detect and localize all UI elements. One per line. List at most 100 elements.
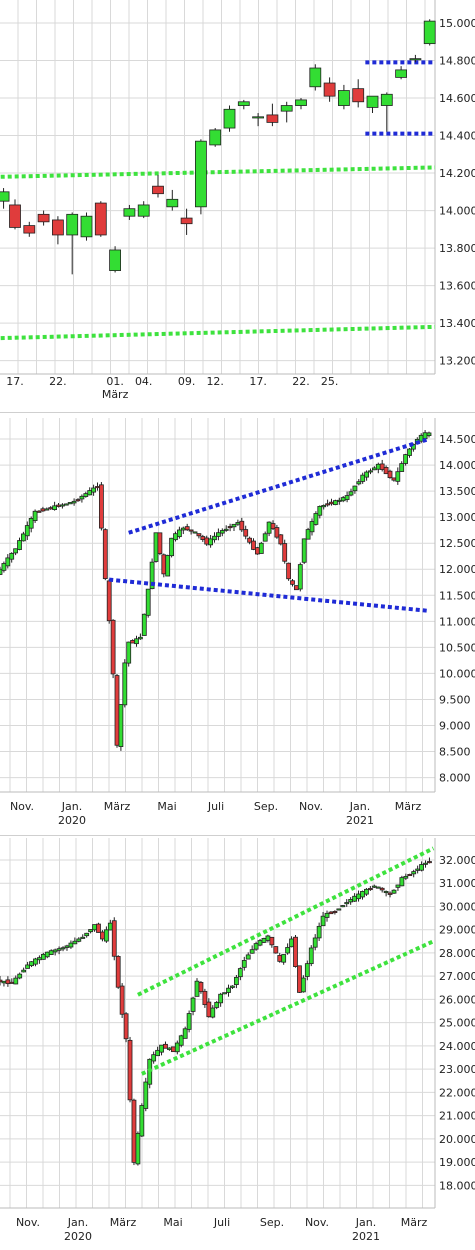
candle-body [250,950,254,954]
candle-body [341,906,345,907]
candle-body [116,956,120,987]
candle-body [72,501,76,503]
y-tick-label: 32.000 [439,854,475,867]
x-tick-label: Nov. [299,800,323,813]
candle-body [361,475,365,481]
y-tick-label: 15.000 [439,17,475,30]
x-tick-label: 01. [106,375,124,388]
candle-body [408,874,412,875]
candlestick-chart-3: 32.00031.00030.00029.00028.00027.00026.0… [0,838,475,1250]
candle-body [246,955,250,959]
candle-body [236,522,240,524]
candle-body [170,538,174,555]
candle-body [103,530,107,579]
y-tick-label: 9.500 [439,693,471,706]
x-tick-label: Jan. [355,1216,376,1229]
candle-body [193,532,197,533]
candle-body [136,1133,140,1164]
candle-body [18,974,22,978]
chart-panel-medium-term: 14.500 14.000 13.500 13.000 12.500 12.000 11.5… [0,418,475,833]
x-year-label: 2021 [346,814,374,827]
x-year-label: 2020 [58,814,86,827]
candle-body [353,896,357,901]
candle-body [128,1040,132,1099]
x-month-label: März [102,388,129,401]
candle-body [29,518,33,528]
candle-body [174,534,178,540]
candle-body [119,705,123,747]
y-tick-label: 11.500 [439,589,475,602]
y-tick-label: 25.000 [439,1017,475,1030]
candle-body [53,950,57,952]
candle-body [400,878,404,886]
candle-body [38,214,49,222]
candle-body [254,944,258,950]
candle-body [69,943,73,947]
candle-body [396,885,400,887]
candle-body [384,467,388,473]
candle-body [330,502,334,504]
candle-body [131,640,135,643]
candle-body [238,102,249,106]
y-tick-label: 10.000 [439,667,475,680]
candle-body [357,482,361,484]
candle-body [2,981,6,983]
candle-body [253,117,264,118]
y-tick-label: 8.000 [439,772,471,785]
candle-body [324,83,335,96]
candle-body [33,959,37,964]
candle-body [175,1043,179,1052]
candle-body [0,192,9,201]
candle-body [153,186,164,194]
candle-body [67,214,78,235]
candle-body [181,528,185,530]
candle-body [305,964,309,977]
x-tick-label: 12. [206,375,224,388]
candle-body [108,923,112,930]
candle-body [73,941,77,944]
candle-body [18,541,22,550]
candle-body [135,639,139,644]
x-tick-label: 25. [321,375,339,388]
candle-body [258,941,262,946]
candle-body [199,982,203,991]
candle-body [232,524,236,526]
y-tick-label: 29.000 [439,924,475,937]
y-tick-label: 26.000 [439,993,475,1006]
candle-body [283,544,287,562]
y-tick-label: 14.000 [439,205,475,218]
y-tick-label: 9.000 [439,719,471,732]
panel-divider [0,412,475,413]
candle-body [381,94,392,105]
candle-body [41,509,45,511]
y-tick-label: 13.000 [439,511,475,524]
y-tick-label: 12.000 [439,563,475,576]
candle-body [392,890,396,893]
candle-body [238,969,242,977]
candle-body [372,886,376,887]
y-tick-label: 14.000 [439,459,475,472]
candle-body [338,91,349,106]
candle-body [424,21,435,44]
candle-body [33,511,37,520]
candle-body [160,1045,164,1052]
candle-body [380,888,384,890]
candle-body [341,498,345,501]
candle-body [156,1050,160,1055]
candle-body [416,869,420,870]
candle-body [242,960,246,967]
candle-body [337,909,341,910]
candle-body [100,932,104,939]
candle-body [345,903,349,904]
candle-body [404,876,408,878]
y-tick-label: 14.600 [439,92,475,105]
candle-body [314,514,318,525]
y-tick-label: 13.200 [439,355,475,368]
candle-body [189,530,193,531]
x-year-label: 2021 [352,1230,380,1243]
candle-body [37,511,41,512]
candle-body [367,96,378,107]
y-tick-label: 13.600 [439,280,475,293]
candle-body [345,496,349,500]
candle-body [294,586,298,590]
